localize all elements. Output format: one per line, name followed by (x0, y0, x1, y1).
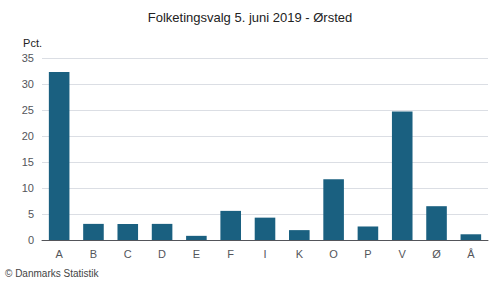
svg-text:5: 5 (28, 208, 34, 220)
svg-text:B: B (90, 248, 97, 260)
svg-text:P: P (364, 248, 371, 260)
svg-text:0: 0 (28, 234, 34, 246)
svg-text:I: I (263, 248, 266, 260)
svg-text:A: A (55, 248, 63, 260)
svg-text:Folketingsvalg 5. juni 2019 -: Folketingsvalg 5. juni 2019 - Ørsted (148, 10, 353, 25)
svg-text:30: 30 (22, 78, 34, 90)
svg-text:F: F (227, 248, 234, 260)
svg-text:D: D (158, 248, 166, 260)
svg-text:V: V (399, 248, 407, 260)
svg-text:20: 20 (22, 130, 34, 142)
svg-text:Å: Å (467, 248, 475, 260)
svg-text:E: E (193, 248, 200, 260)
svg-text:K: K (296, 248, 304, 260)
svg-text:O: O (329, 248, 338, 260)
svg-text:25: 25 (22, 104, 34, 116)
svg-text:Pct.: Pct. (23, 37, 42, 49)
svg-text:10: 10 (22, 182, 34, 194)
svg-text:© Danmarks Statistik: © Danmarks Statistik (5, 268, 100, 279)
svg-text:C: C (124, 248, 132, 260)
svg-text:35: 35 (22, 52, 34, 64)
svg-text:15: 15 (22, 156, 34, 168)
svg-text:Ø: Ø (432, 248, 441, 260)
